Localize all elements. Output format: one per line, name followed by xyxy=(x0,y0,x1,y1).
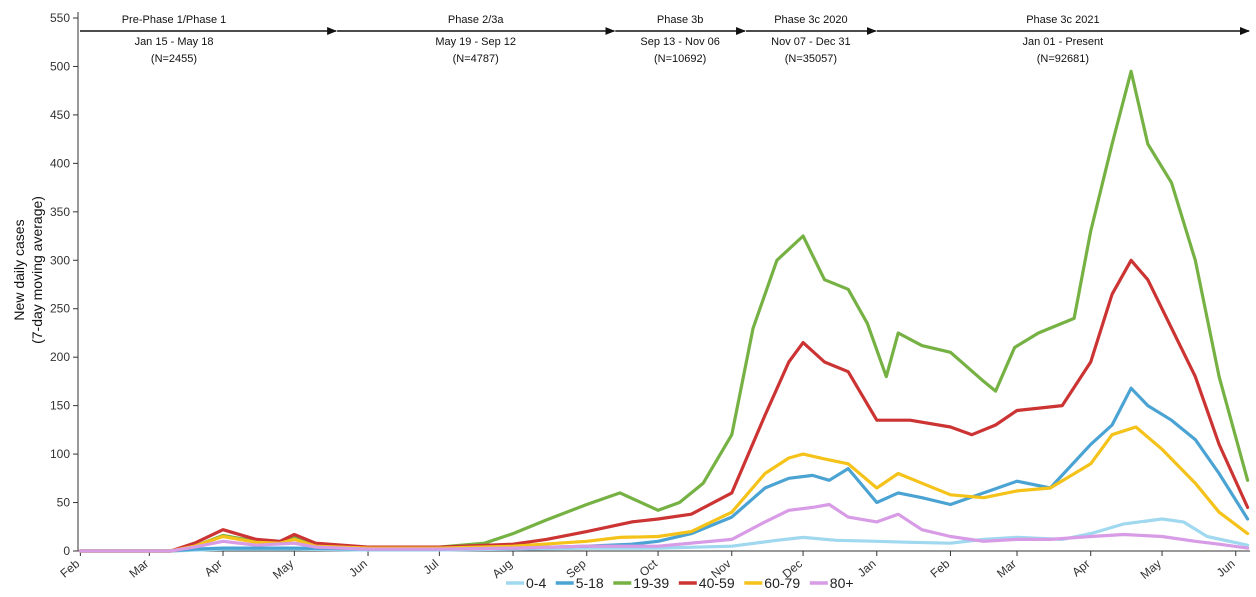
x-tick-label: Jun xyxy=(346,557,370,580)
phase-title: Phase 2/3a xyxy=(448,14,505,26)
legend-label: 0-4 xyxy=(526,575,546,591)
x-tick-label: Jun xyxy=(1214,557,1238,580)
y-axis-title: New daily cases (7-day moving average) xyxy=(11,196,45,344)
y-tick-label: 0 xyxy=(63,544,70,558)
y-tick-label: 300 xyxy=(50,253,70,267)
phase-dates: Nov 07 - Dec 31 xyxy=(771,36,850,48)
legend-label: 19-39 xyxy=(633,575,669,591)
phase-count: (N=10692) xyxy=(654,53,706,65)
x-tick-label: Apr xyxy=(202,557,225,580)
x-tick-label: Jan xyxy=(855,557,879,580)
y-tick-label: 450 xyxy=(50,108,70,122)
phase-annotations: Pre-Phase 1/Phase 1 Jan 15 - May 18 (N=245… xyxy=(80,14,1250,65)
series-line-60-79 xyxy=(78,425,1250,553)
y-axis-title-line2: (7-day moving average) xyxy=(29,196,45,344)
phase-count: (N=35057) xyxy=(785,53,837,65)
legend-label: 5-18 xyxy=(576,575,604,591)
x-tick-label: Feb xyxy=(57,556,82,580)
phase-title: Phase 3c 2021 xyxy=(1026,14,1099,26)
y-tick-label: 250 xyxy=(50,302,70,316)
phase-title: Phase 3c 2020 xyxy=(774,14,847,26)
y-tick-label: 400 xyxy=(50,156,70,170)
y-tick-label: 350 xyxy=(50,205,70,219)
x-tick-label: Apr xyxy=(1069,557,1092,580)
y-tick-label: 100 xyxy=(50,447,70,461)
axes xyxy=(77,12,1250,552)
legend-label: 40-59 xyxy=(699,575,735,591)
y-tick-label: 500 xyxy=(50,59,70,73)
legend-label: 80+ xyxy=(830,575,854,591)
x-tick-label: Mar xyxy=(994,557,1019,581)
phase-title: Pre-Phase 1/Phase 1 xyxy=(122,14,227,26)
series-line-80+ xyxy=(78,502,1250,553)
series-lines xyxy=(78,69,1250,553)
legend-label: 60-79 xyxy=(764,575,800,591)
legend: 0-4 5-18 19-39 40-59 60-79 80+ xyxy=(506,575,854,591)
series-line-19-39 xyxy=(78,69,1250,553)
phase-count: (N=2455) xyxy=(151,53,197,65)
series-line-40-59 xyxy=(78,258,1250,553)
phase-dates: Jan 15 - May 18 xyxy=(135,36,214,48)
x-tick-label: Jul xyxy=(421,557,442,578)
x-tick-label: Mar xyxy=(126,557,151,581)
x-tick-label: May xyxy=(1138,557,1164,582)
phase-title: Phase 3b xyxy=(657,14,703,26)
y-axis-title-line1: New daily cases xyxy=(11,219,27,320)
phase-dates: May 19 - Sep 12 xyxy=(435,36,516,48)
phase-dates: Sep 13 - Nov 06 xyxy=(640,36,720,48)
y-tick-label: 50 xyxy=(57,496,71,510)
y-tick-label: 200 xyxy=(50,350,70,364)
x-tick-label: May xyxy=(270,557,296,582)
y-ticks: 0 50 100 150 200 250 300 350 400 450 500 550 xyxy=(50,11,78,558)
phase-dates: Jan 01 - Present xyxy=(1023,36,1104,48)
phase-count: (N=4787) xyxy=(453,53,499,65)
x-tick-label: Aug xyxy=(490,557,515,581)
y-tick-label: 550 xyxy=(50,11,70,25)
series-line-5-18 xyxy=(78,386,1250,553)
y-tick-label: 150 xyxy=(50,399,70,413)
x-tick-label: Feb xyxy=(928,556,953,580)
phase-count: (N=92681) xyxy=(1037,53,1089,65)
